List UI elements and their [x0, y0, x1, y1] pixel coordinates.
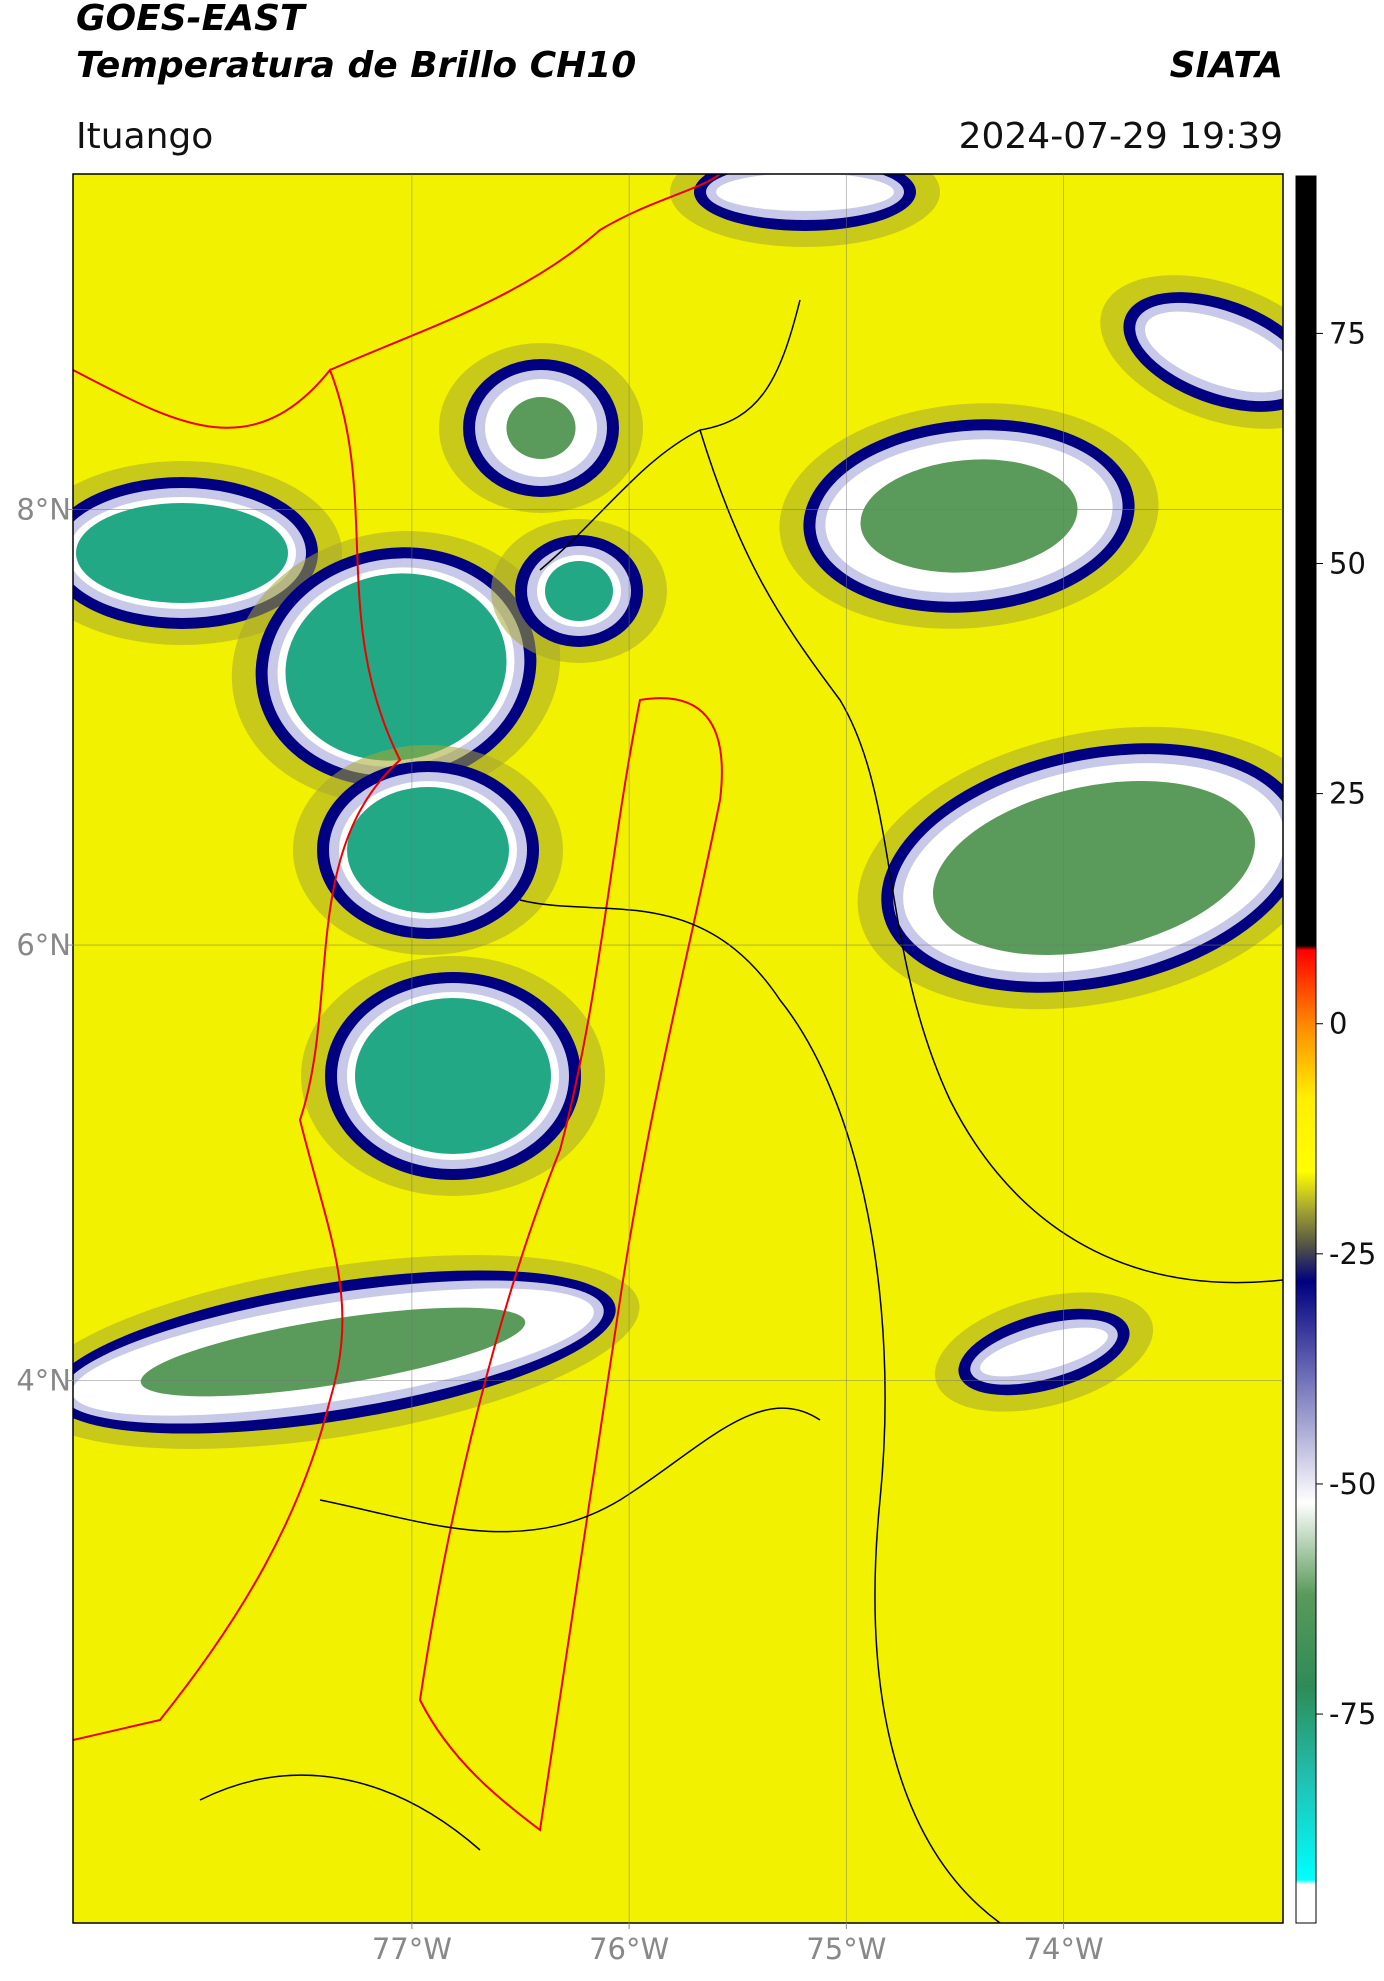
title: GOES-EAST [76, 0, 307, 39]
cloud-core [932, 781, 1256, 955]
y-tick-label: 6°N [16, 928, 71, 962]
colorbar-tick-label: 25 [1329, 777, 1366, 811]
colorbar-tick-label: 50 [1329, 547, 1366, 581]
cloud-core [506, 397, 576, 459]
cloud [231, 530, 561, 804]
cloud-core [140, 1307, 526, 1397]
cloud-core [285, 573, 507, 761]
cloud-top [980, 1327, 1108, 1377]
cloud [491, 519, 667, 663]
cloud [1100, 275, 1283, 429]
y-tick-label: 4°N [16, 1364, 71, 1398]
map-frame [72, 173, 1284, 1924]
colorbar-tick-label: 75 [1329, 316, 1366, 350]
cloud-top [1144, 311, 1283, 393]
cloud-core [355, 998, 551, 1154]
datetime: 2024-07-29 19:39 [959, 116, 1283, 157]
coastline [329, 174, 721, 371]
cloud [293, 745, 563, 955]
location: Ituango [76, 116, 213, 157]
cloud-core [860, 459, 1078, 573]
colorbar-tick-label: -50 [1329, 1467, 1376, 1501]
subtitle: Temperatura de Brillo CH10 [76, 45, 636, 86]
source: SIATA [1170, 45, 1283, 86]
region-border [418, 697, 723, 1832]
cloud-core [545, 561, 613, 621]
cloud-core [76, 503, 288, 603]
cloud [301, 956, 605, 1196]
x-tick-label: 77°W [372, 1932, 452, 1966]
admin-border [199, 299, 1283, 1923]
y-tick-label: 8°N [16, 492, 71, 526]
colorbar-tick-label: 0 [1329, 1007, 1347, 1041]
cloud [73, 1255, 640, 1449]
x-tick-label: 76°W [589, 1932, 669, 1966]
colorbar-tick-label: -25 [1329, 1237, 1376, 1271]
x-tick-label: 74°W [1024, 1932, 1104, 1966]
cloud [857, 726, 1283, 1010]
x-tick-label: 75°W [806, 1932, 886, 1966]
cloud-top [716, 174, 894, 211]
coastline [73, 368, 402, 1741]
colorbar [1295, 175, 1317, 1924]
cloud [670, 174, 940, 247]
colorbar-tick-label: -75 [1329, 1697, 1376, 1731]
cloud [439, 343, 643, 513]
map-field [73, 174, 1283, 1923]
cloud [934, 1292, 1154, 1412]
cloud-core [347, 787, 509, 913]
